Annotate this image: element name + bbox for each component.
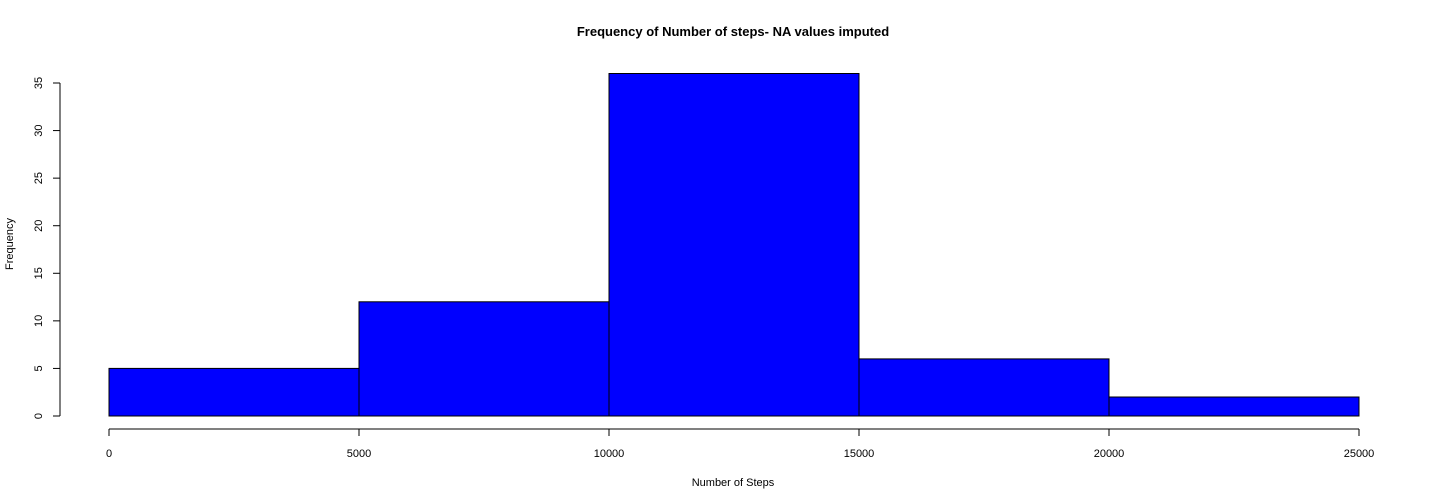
y-tick-label-15: 15 bbox=[33, 267, 45, 279]
y-tick-label-25: 25 bbox=[33, 172, 45, 184]
chart-title: Frequency of Number of steps- NA values … bbox=[577, 24, 889, 39]
x-tick-label-25000: 25000 bbox=[1344, 448, 1375, 460]
bars-group bbox=[108, 73, 1360, 417]
histogram-bar-3 bbox=[608, 73, 860, 417]
histogram-bar-1 bbox=[108, 367, 360, 417]
x-tick-label-15000: 15000 bbox=[844, 448, 875, 460]
histogram-bar-5 bbox=[1108, 396, 1360, 417]
y-tick-label-20: 20 bbox=[33, 220, 45, 232]
y-tick-label-5: 5 bbox=[33, 365, 45, 371]
y-axis: 0 5 10 15 20 25 30 35 bbox=[33, 77, 61, 419]
x-axis-label: Number of Steps bbox=[692, 477, 775, 489]
y-tick-label-35: 35 bbox=[33, 77, 45, 89]
x-tick-label-20000: 20000 bbox=[1094, 448, 1125, 460]
x-axis: 0 5000 10000 15000 20000 25000 bbox=[106, 428, 1375, 460]
y-tick-label-0: 0 bbox=[33, 413, 45, 419]
y-tick-label-30: 30 bbox=[33, 124, 45, 136]
y-axis-label: Frequency bbox=[4, 218, 16, 270]
x-tick-label-5000: 5000 bbox=[347, 448, 371, 460]
x-tick-label-0: 0 bbox=[106, 448, 112, 460]
histogram-bar-4 bbox=[858, 358, 1110, 417]
histogram-bar-2 bbox=[358, 301, 610, 417]
y-tick-label-10: 10 bbox=[33, 315, 45, 327]
x-tick-label-10000: 10000 bbox=[594, 448, 625, 460]
